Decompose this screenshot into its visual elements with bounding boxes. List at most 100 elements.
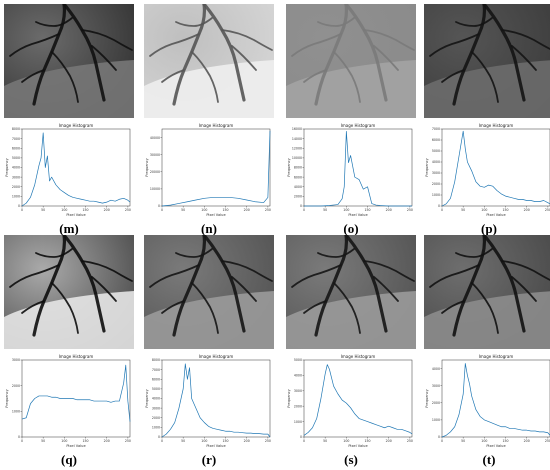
x-tick-label: 150	[502, 439, 508, 443]
x-tick-label: 150	[502, 208, 508, 212]
y-tick-label: 3000	[12, 358, 20, 362]
x-tick-label: 0	[161, 208, 163, 212]
histogram-frame: Image Histogram 0 10000 20000 30000 40000 0 50 1…	[144, 122, 274, 220]
histogram-chart: Image Histogram 0 1000 2000 3000 4000 0 50 100 15…	[425, 354, 550, 448]
y-tick-label: 2000	[12, 185, 20, 189]
figure-panel: Image Histogram 0 1000 2000 3000 0 50 100 150 200…	[4, 235, 134, 467]
x-axis-label: Pixel Value	[348, 213, 368, 217]
x-tick-label: 250	[545, 208, 550, 212]
y-tick-label: 4000	[152, 397, 160, 401]
x-tick-label: 100	[343, 208, 349, 212]
figure-panel: Image Histogram 0 1000 2000 3000 4000 5000 0 50 1…	[286, 235, 416, 467]
histogram-chart: Image Histogram0100020003000400050006000…	[425, 123, 550, 217]
y-axis-label: Frequency	[287, 388, 291, 407]
x-axis-label: Pixel Value	[66, 213, 86, 217]
plot-frame	[303, 359, 413, 438]
y-tick-label: 2000	[294, 195, 302, 199]
y-tick-label: 7000	[432, 127, 440, 131]
histogram-series-line	[21, 132, 131, 207]
angiogram-image	[286, 4, 416, 118]
y-tick-label: 1000	[152, 426, 160, 430]
y-tick-label: 0	[18, 204, 20, 208]
y-tick-label: 1000	[432, 418, 440, 422]
histogram-chart: Image Histogram0200040006000800010000120…	[287, 123, 413, 217]
y-tick-label: 6000	[294, 175, 302, 179]
y-tick-label: 6000	[12, 146, 20, 150]
x-tick-label: 100	[201, 439, 207, 443]
x-tick-label: 50	[181, 439, 185, 443]
panel-caption: (q)	[61, 452, 77, 467]
plot-frame	[303, 128, 413, 207]
plot-frame	[161, 359, 271, 438]
x-tick-label: 50	[461, 439, 465, 443]
y-tick-label: 6000	[152, 377, 160, 381]
histogram-chart: Image Histogram 0 1000 2000 3000 0 50 100 150 200…	[5, 354, 131, 448]
angiogram-image	[286, 235, 416, 349]
y-axis-label: Frequency	[425, 157, 429, 176]
y-tick-label: 3000	[12, 175, 20, 179]
chart-title: Image Histogram	[59, 354, 94, 359]
histogram-chart: Image Histogram 0 10000 20000 30000 40000 0 50 1…	[145, 123, 271, 217]
histogram-series-line	[21, 364, 131, 422]
y-tick-label: 4000	[294, 185, 302, 189]
x-tick-label: 50	[323, 439, 327, 443]
y-tick-label: 20000	[150, 170, 160, 174]
panel-caption: (n)	[201, 221, 217, 236]
x-tick-label: 100	[343, 439, 349, 443]
x-tick-label: 0	[21, 208, 23, 212]
x-tick-label: 150	[82, 439, 88, 443]
y-tick-label: 8000	[294, 166, 302, 170]
chart-title: Image Histogram	[479, 354, 514, 359]
y-axis-label: Frequency	[145, 157, 149, 176]
y-tick-label: 0	[438, 435, 440, 439]
figure-panel: Image Histogram 0 10000 20000 30000 40000 0 50 1…	[144, 4, 274, 236]
x-tick-label: 200	[386, 439, 392, 443]
x-tick-label: 200	[524, 208, 530, 212]
angiogram-frame	[424, 4, 550, 118]
histogram-frame: Image Histogram 0 1000 2000 3000 0 50 100 150 200…	[4, 353, 134, 451]
y-tick-label: 4000	[432, 367, 440, 371]
x-axis-label: Pixel Value	[486, 444, 506, 448]
x-tick-label: 200	[104, 208, 110, 212]
chart-title: Image Histogram	[479, 123, 514, 128]
x-tick-label: 250	[125, 208, 131, 212]
x-tick-label: 0	[441, 439, 443, 443]
x-tick-label: 100	[201, 208, 207, 212]
y-tick-label: 5000	[294, 358, 302, 362]
histogram-chart: Image Histogram0100020003000400050006000…	[5, 123, 131, 217]
y-tick-label: 0	[158, 204, 160, 208]
x-tick-label: 200	[244, 208, 250, 212]
y-tick-label: 2000	[432, 182, 440, 186]
panel-caption: (p)	[481, 221, 497, 236]
chart-title: Image Histogram	[341, 354, 376, 359]
y-axis-label: Frequency	[5, 157, 9, 176]
histogram-series-line	[441, 130, 550, 207]
chart-title: Image Histogram	[199, 354, 234, 359]
y-tick-label: 1000	[12, 195, 20, 199]
y-tick-label: 1000	[432, 193, 440, 197]
y-tick-label: 30000	[150, 153, 160, 157]
angiogram-image	[144, 4, 274, 118]
panel-caption: (o)	[343, 221, 359, 236]
histogram-frame: Image Histogram 0 2000 4000 6000 8000 10000 120…	[286, 122, 416, 220]
angiogram-image	[424, 4, 550, 118]
y-tick-label: 4000	[432, 160, 440, 164]
histogram-chart: Image Histogram0100020003000400050006000…	[145, 354, 271, 448]
y-tick-label: 2000	[152, 416, 160, 420]
plot-frame	[161, 128, 271, 207]
angiogram-frame	[4, 235, 134, 349]
panel-caption: (s)	[344, 452, 358, 467]
x-tick-label: 200	[104, 439, 110, 443]
angiogram-frame	[4, 4, 134, 118]
angiogram-frame	[286, 4, 416, 118]
chart-title: Image Histogram	[341, 123, 376, 128]
y-tick-label: 10000	[292, 156, 302, 160]
histogram-frame: Image Histogram 0 1000 2000 3000 4000 5000 6000…	[144, 353, 274, 451]
x-tick-label: 250	[545, 439, 550, 443]
plot-frame	[441, 128, 550, 207]
y-axis-label: Frequency	[425, 388, 429, 407]
y-tick-label: 0	[300, 204, 302, 208]
y-tick-label: 10000	[150, 187, 160, 191]
x-tick-label: 150	[222, 208, 228, 212]
x-tick-label: 150	[364, 439, 370, 443]
